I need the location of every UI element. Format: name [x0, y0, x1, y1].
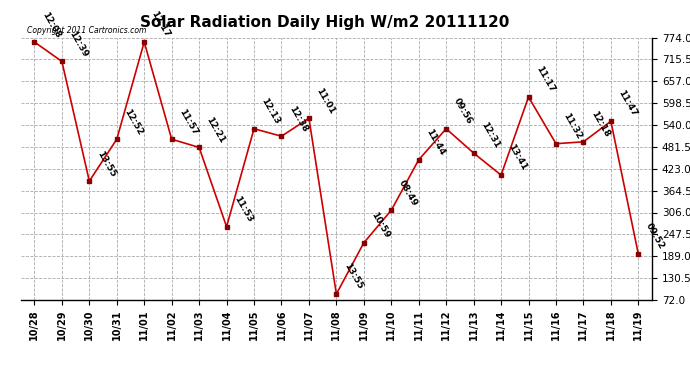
Text: 12:18: 12:18	[589, 110, 611, 139]
Text: Solar Radiation Daily High W/m2 20111120: Solar Radiation Daily High W/m2 20111120	[139, 15, 509, 30]
Text: 11:01: 11:01	[315, 86, 337, 116]
Text: 12:17: 12:17	[150, 10, 172, 39]
Text: 13:55: 13:55	[342, 262, 364, 291]
Text: 12:13: 12:13	[259, 97, 282, 126]
Text: 11:53: 11:53	[232, 195, 254, 224]
Text: 12:31: 12:31	[479, 121, 502, 150]
Text: 10:59: 10:59	[369, 211, 391, 240]
Text: 11:32: 11:32	[562, 112, 584, 141]
Text: 09:56: 09:56	[452, 97, 474, 126]
Text: 12:52: 12:52	[122, 107, 144, 136]
Text: 12:08: 12:08	[40, 10, 62, 39]
Text: 08:49: 08:49	[397, 178, 419, 207]
Text: 09:52: 09:52	[644, 222, 666, 251]
Text: 12:38: 12:38	[287, 104, 309, 134]
Text: 11:57: 11:57	[177, 107, 199, 136]
Text: Copyright 2011 Cartronics.com: Copyright 2011 Cartronics.com	[27, 26, 146, 35]
Text: 12:21: 12:21	[205, 116, 227, 145]
Text: 11:47: 11:47	[616, 89, 639, 118]
Text: 11:44: 11:44	[424, 128, 446, 157]
Text: 11:17: 11:17	[534, 65, 556, 94]
Text: 13:55: 13:55	[95, 149, 117, 178]
Text: 13:41: 13:41	[506, 143, 529, 172]
Text: 12:39: 12:39	[68, 29, 90, 58]
